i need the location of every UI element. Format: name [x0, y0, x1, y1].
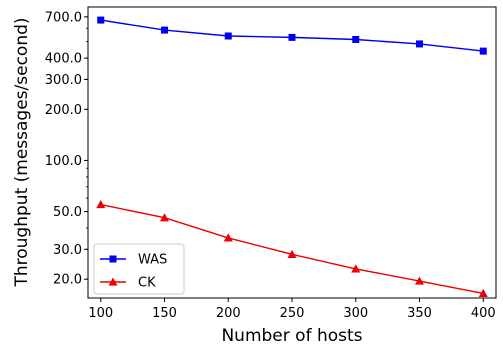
x-tick-label: 250 [280, 306, 305, 321]
series-ck [96, 200, 488, 297]
y-tick-label: 20.0 [53, 273, 82, 288]
series-was [97, 16, 487, 55]
legend-marker-ck [108, 277, 118, 286]
data-point-was [161, 26, 168, 34]
y-axis-label: Throughput (messages/second) [12, 17, 32, 287]
data-point-ck [415, 276, 424, 285]
data-point-ck [160, 213, 169, 222]
x-tick-label: 350 [407, 306, 432, 321]
legend: WAS CK [93, 243, 185, 295]
data-point-ck [478, 288, 488, 297]
data-point-ck [96, 200, 106, 209]
y-axis-ticks: 20.0 30.0 50.0 100.0 200.0 300.0 400.0 700.0 [45, 10, 88, 288]
y-tick-label: 200.0 [45, 103, 82, 118]
x-tick-label: 400 [471, 306, 496, 321]
y-tick-label: 400.0 [45, 52, 82, 67]
legend-marker-was [109, 255, 117, 263]
data-point-was [479, 47, 487, 55]
y-tick-label: 50.0 [53, 205, 82, 220]
x-tick-label: 200 [216, 306, 241, 321]
y-tick-label: 30.0 [53, 243, 82, 258]
y-tick-label: 300.0 [45, 73, 82, 88]
series-layer [96, 16, 488, 297]
x-tick-label: 100 [88, 306, 113, 321]
data-point-was [224, 32, 232, 40]
data-point-ck [351, 264, 361, 273]
x-axis-ticks: 100 150 200 250 300 350 400 [88, 298, 496, 321]
legend-label-was: WAS [138, 253, 167, 268]
data-point-was [97, 16, 105, 24]
data-point-ck [223, 233, 233, 242]
legend-label-ck: CK [138, 276, 156, 291]
y-tick-label: 100.0 [45, 154, 82, 169]
x-axis-label: Number of hosts [221, 326, 362, 346]
data-point-was [416, 40, 423, 48]
x-tick-label: 150 [152, 306, 177, 321]
x-tick-label: 300 [343, 306, 368, 321]
legend-item-ck: CK [100, 276, 156, 291]
data-point-was [288, 33, 296, 41]
data-point-ck [287, 249, 297, 258]
y-tick-label: 700.0 [45, 10, 82, 25]
data-point-was [352, 35, 360, 43]
legend-item-was: WAS [100, 253, 167, 268]
